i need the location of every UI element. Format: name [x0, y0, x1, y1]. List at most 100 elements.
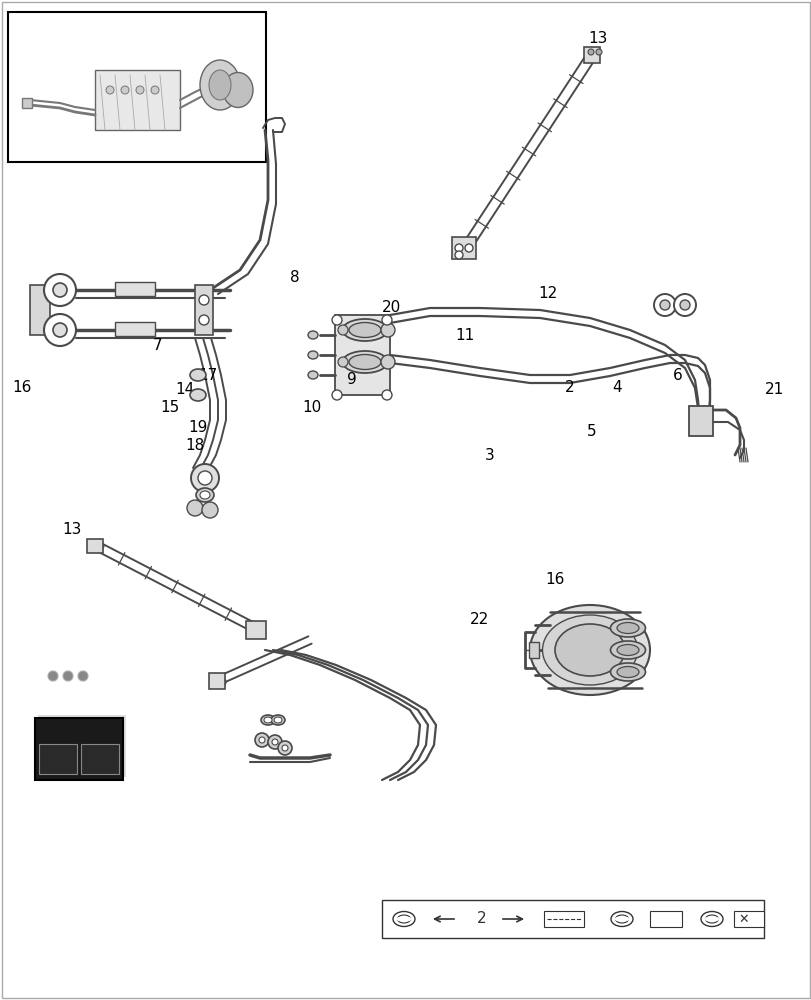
Circle shape [281, 745, 288, 751]
Bar [649, 911, 681, 927]
Bar [115, 322, 155, 336]
Text: 20: 20 [382, 300, 401, 316]
Circle shape [587, 49, 594, 55]
Ellipse shape [260, 715, 275, 725]
Text: 2: 2 [564, 380, 574, 395]
Ellipse shape [342, 319, 387, 341]
Ellipse shape [195, 488, 214, 502]
Bar [8, 12, 266, 162]
Circle shape [653, 294, 676, 316]
Circle shape [211, 678, 219, 686]
Circle shape [272, 739, 277, 745]
Circle shape [259, 737, 264, 743]
Circle shape [135, 86, 144, 94]
Circle shape [53, 283, 67, 297]
Text: 1: 1 [67, 752, 77, 768]
Circle shape [106, 86, 114, 94]
Ellipse shape [610, 911, 633, 926]
Ellipse shape [705, 915, 718, 923]
Bar [543, 911, 583, 927]
Ellipse shape [307, 331, 318, 339]
Circle shape [198, 471, 212, 485]
Bar [39, 744, 77, 774]
Circle shape [673, 294, 695, 316]
Circle shape [337, 357, 348, 367]
Text: 6: 6 [672, 367, 682, 382]
Ellipse shape [264, 717, 272, 723]
Text: 21: 21 [765, 382, 783, 397]
Circle shape [381, 390, 392, 400]
FancyBboxPatch shape [583, 47, 599, 63]
Circle shape [63, 671, 73, 681]
FancyBboxPatch shape [87, 539, 103, 553]
Text: KIT: KIT [48, 687, 68, 697]
Ellipse shape [397, 915, 410, 923]
Text: 5: 5 [586, 424, 596, 440]
Ellipse shape [190, 389, 206, 401]
Text: 19: 19 [188, 420, 208, 436]
Text: 22: 22 [470, 612, 489, 628]
Ellipse shape [342, 351, 387, 373]
Circle shape [337, 325, 348, 335]
FancyBboxPatch shape [452, 237, 475, 259]
Circle shape [268, 735, 281, 749]
Polygon shape [38, 715, 126, 777]
Circle shape [191, 464, 219, 492]
Ellipse shape [271, 715, 285, 725]
Circle shape [202, 502, 217, 518]
Text: 13: 13 [588, 31, 607, 46]
Text: 13: 13 [62, 522, 82, 538]
Ellipse shape [208, 70, 230, 100]
Text: 17: 17 [198, 367, 217, 382]
Text: 15: 15 [161, 400, 179, 416]
Ellipse shape [700, 911, 722, 926]
Ellipse shape [200, 491, 210, 499]
Ellipse shape [610, 641, 645, 659]
Text: 8: 8 [290, 270, 299, 286]
Circle shape [380, 323, 394, 337]
Ellipse shape [554, 624, 624, 676]
Ellipse shape [615, 915, 628, 923]
Circle shape [90, 543, 96, 549]
Circle shape [53, 323, 67, 337]
Text: 11: 11 [455, 328, 474, 342]
Bar [115, 282, 155, 296]
Bar [381, 900, 763, 938]
Circle shape [78, 671, 88, 681]
Ellipse shape [307, 351, 318, 359]
Circle shape [255, 733, 268, 747]
FancyBboxPatch shape [246, 621, 266, 639]
Text: 9: 9 [346, 372, 357, 387]
Circle shape [465, 244, 473, 252]
Text: ✕: ✕ [738, 912, 749, 925]
Circle shape [44, 274, 76, 306]
FancyBboxPatch shape [689, 406, 712, 436]
Bar [733, 911, 763, 927]
Ellipse shape [190, 369, 206, 381]
Ellipse shape [610, 619, 645, 637]
Circle shape [659, 300, 669, 310]
Ellipse shape [616, 666, 638, 678]
Circle shape [187, 500, 203, 516]
Bar [30, 285, 50, 335]
Text: 16: 16 [12, 380, 32, 395]
Text: 7: 7 [153, 338, 163, 353]
Ellipse shape [307, 371, 318, 379]
Ellipse shape [393, 911, 414, 926]
Circle shape [332, 390, 341, 400]
Circle shape [277, 741, 292, 755]
Ellipse shape [223, 73, 253, 108]
Circle shape [217, 678, 225, 686]
Bar [335, 315, 389, 395]
Bar [195, 285, 212, 335]
Circle shape [679, 300, 689, 310]
Text: 16: 16 [545, 572, 564, 587]
Ellipse shape [616, 644, 638, 656]
Circle shape [595, 49, 601, 55]
Circle shape [454, 244, 462, 252]
Circle shape [332, 315, 341, 325]
Text: 18: 18 [185, 438, 204, 452]
Circle shape [98, 543, 104, 549]
Ellipse shape [273, 717, 281, 723]
FancyBboxPatch shape [208, 673, 225, 689]
